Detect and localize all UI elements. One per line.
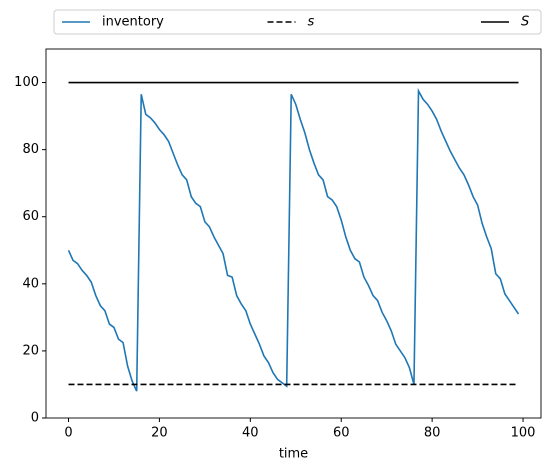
- x-tick-label: 60: [333, 426, 350, 441]
- plot-frame: [45, 48, 542, 419]
- x-tick-label: 80: [424, 426, 441, 441]
- x-tick-label: 20: [151, 426, 168, 441]
- legend-box: [53, 9, 542, 35]
- y-tick-label: 100: [14, 75, 39, 90]
- x-tick-label: 100: [511, 426, 536, 441]
- y-tick-label: 60: [22, 209, 39, 224]
- y-tick-label: 40: [22, 276, 39, 291]
- x-tick-label: 0: [64, 426, 72, 441]
- y-tick-label: 0: [31, 411, 39, 426]
- y-tick-label: 20: [22, 343, 39, 358]
- legend-label: inventory: [102, 15, 164, 30]
- line-series: [67, 87, 520, 392]
- x-tick-label: 40: [242, 426, 259, 441]
- legend-label: s: [308, 15, 315, 30]
- legend-label: S: [521, 15, 529, 30]
- y-tick-label: 80: [22, 142, 39, 157]
- x-axis-label: time: [279, 447, 308, 462]
